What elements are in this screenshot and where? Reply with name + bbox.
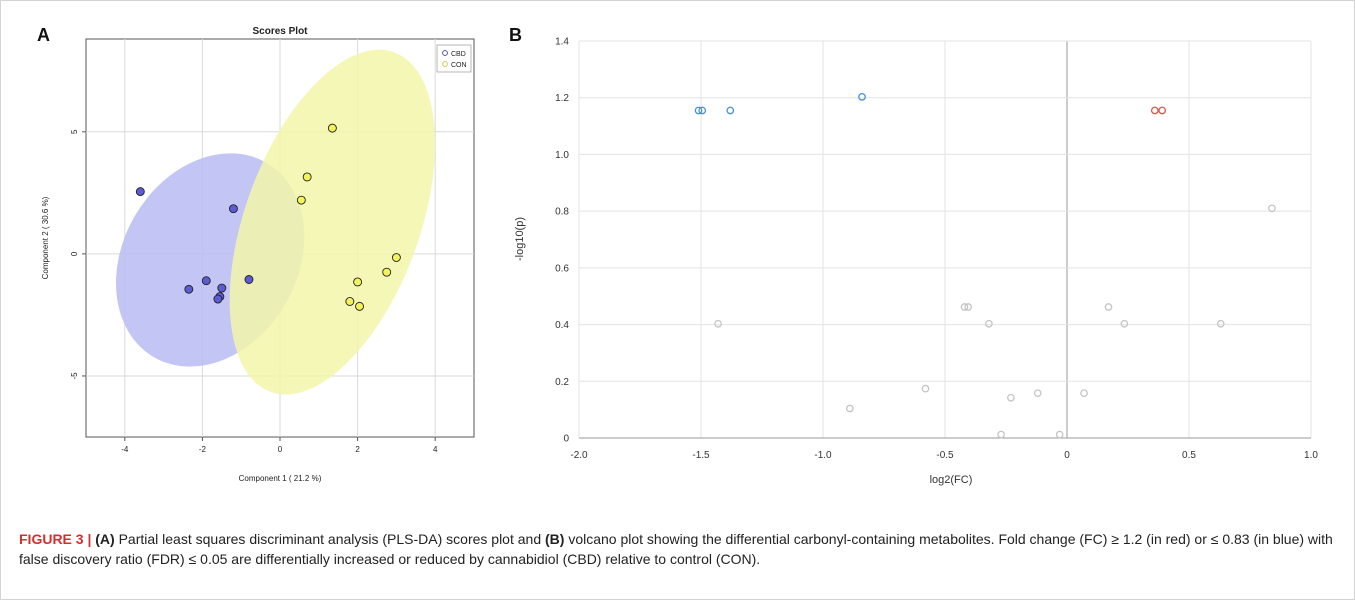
y-ticks-a: -5 0 5 [70, 129, 86, 380]
data-point-cbd [184, 284, 194, 294]
confidence-ellipse-con [229, 49, 436, 395]
points-a [135, 123, 401, 311]
data-point-ns [1216, 319, 1225, 328]
y-tick-label: 1.0 [555, 150, 569, 161]
y-axis-label-a: Component 2 ( 30.6 %) [41, 196, 50, 279]
ellipses-a [115, 49, 436, 395]
figure-caption: FIGURE 3 | (A) Partial least squares dis… [19, 529, 1339, 569]
data-point-ns [960, 303, 969, 311]
data-point-ns [964, 303, 973, 311]
x-ticks-b: -2.0 -1.5 -1.0 -0.5 0 0.5 1.0 [570, 450, 1318, 461]
data-point-ns [985, 319, 993, 328]
data-point-down [694, 106, 703, 115]
x-axis-label-b: log2(FC) [930, 474, 973, 486]
x-axis-label-a: Component 1 ( 21.2 %) [239, 474, 322, 483]
x-tick-label: -4 [121, 445, 129, 454]
data-point-ns [1104, 303, 1113, 311]
x-tick-label: 4 [433, 445, 438, 454]
caption-part-b-text: volcano plot showing the differential ca… [19, 531, 1333, 567]
data-point-ns [1120, 319, 1129, 328]
x-ticks-a: -4 -2 0 2 4 [121, 437, 438, 454]
legend-label-con: CON [451, 62, 467, 69]
legend-marker-cbd [442, 50, 448, 56]
panel-b-label: B [509, 25, 522, 45]
legend-marker-con [442, 61, 448, 67]
data-point-con [353, 277, 363, 287]
x-tick-label: 0 [1064, 450, 1070, 461]
x-tick-label: -2 [199, 445, 207, 454]
data-point-ns [714, 319, 722, 328]
data-point-ns [1055, 430, 1064, 439]
y-tick-label: 0.2 [555, 377, 569, 388]
data-point-cbd [135, 187, 145, 197]
x-tick-label: -2.0 [570, 450, 588, 461]
data-point-down [858, 93, 866, 101]
x-tick-label: 0 [278, 445, 283, 454]
x-tick-label: 2 [355, 445, 360, 454]
x-tick-label: -1.5 [692, 450, 710, 461]
data-point-up [1150, 106, 1159, 115]
chart-title: Scores Plot [252, 26, 308, 37]
figure-charts: A Scores Plot -4 -2 0 2 4 -5 0 5 Component 1 (… [37, 25, 1318, 486]
y-tick-label: 5 [70, 129, 79, 134]
data-point-cbd [213, 294, 223, 304]
data-point-con [355, 301, 364, 311]
data-point-con [345, 297, 355, 306]
data-point-con [302, 172, 312, 182]
data-point-con [391, 253, 401, 262]
y-tick-label: 0.4 [555, 320, 569, 331]
y-tick-label: 0 [70, 251, 79, 256]
caption-part-a-tag: (A) [95, 531, 115, 547]
grid-b [578, 40, 1312, 439]
data-point-ns [921, 384, 930, 393]
y-tick-label: -5 [70, 372, 79, 380]
data-point-up [1158, 106, 1167, 115]
legend-a: CBD CON [436, 44, 472, 73]
panel-b: B -2.0 -1.5 -1.0 -0.5 0 0.5 1.0 0 0.2 0.4 0.6 0.8 1… [509, 25, 1318, 486]
y-axis-label-b: -log10(p) [514, 217, 526, 261]
x-tick-label: 1.0 [1304, 450, 1318, 461]
data-point-cbd [228, 204, 238, 214]
data-point-down [698, 106, 707, 115]
data-point-ns [1080, 389, 1088, 398]
y-tick-label: 1.4 [555, 37, 569, 48]
data-point-con [327, 123, 337, 133]
y-tick-label: 1.2 [555, 93, 569, 104]
panel-a: A Scores Plot -4 -2 0 2 4 -5 0 5 Component 1 (… [37, 25, 475, 483]
y-tick-label: 0.6 [555, 263, 569, 274]
data-point-cbd [244, 275, 254, 284]
y-tick-label: 0 [563, 434, 569, 445]
data-point-cbd [201, 276, 211, 286]
data-point-ns [997, 430, 1005, 439]
data-point-ns [845, 404, 854, 413]
x-tick-label: -0.5 [936, 450, 954, 461]
caption-part-b-tag: (B) [545, 531, 565, 547]
data-point-ns [1033, 389, 1042, 398]
caption-figure-label: FIGURE 3 | [19, 531, 92, 547]
legend-box [436, 44, 472, 73]
y-tick-label: 0.8 [555, 207, 569, 218]
data-point-down [726, 106, 735, 115]
data-point-ns [1268, 204, 1276, 213]
caption-part-a-text: Partial least squares discriminant analy… [114, 531, 545, 547]
data-point-con [296, 195, 306, 205]
y-ticks-b: 0 0.2 0.4 0.6 0.8 1.0 1.2 1.4 [555, 37, 569, 445]
x-tick-label: 0.5 [1182, 450, 1196, 461]
panel-a-label: A [37, 25, 50, 45]
data-point-cbd [217, 283, 227, 293]
legend-label-cbd: CBD [451, 51, 466, 58]
points-b [694, 93, 1276, 439]
data-point-con [382, 267, 392, 277]
data-point-ns [1007, 393, 1015, 402]
x-tick-label: -1.0 [814, 450, 832, 461]
